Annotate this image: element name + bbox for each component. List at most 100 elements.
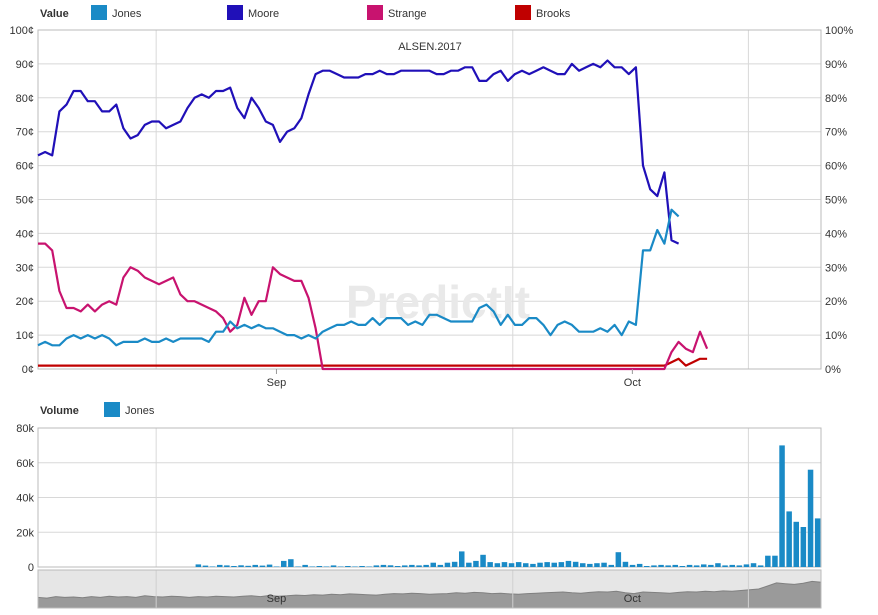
volume-bar [352, 566, 358, 567]
value-legend-swatch [367, 5, 383, 20]
value-y-tick-right: 50% [825, 195, 847, 207]
volume-bar [722, 565, 728, 567]
volume-bar [594, 563, 600, 567]
value-y-tick-right: 80% [825, 93, 847, 105]
navigator-month-label: Oct [624, 593, 641, 605]
volume-bar [750, 563, 757, 567]
volume-bar [651, 565, 657, 567]
volume-bar [416, 565, 422, 567]
volume-bar [558, 562, 565, 567]
volume-bar [273, 566, 280, 567]
volume-bar [736, 565, 743, 567]
volume-bar [409, 564, 415, 567]
volume-bar [636, 563, 643, 567]
volume-bar [316, 566, 323, 567]
volume-bar [779, 445, 785, 567]
volume-bars [195, 445, 821, 567]
volume-bar [202, 565, 209, 567]
volume-bar [701, 564, 707, 567]
series-line-strange [38, 242, 709, 371]
value-y-tick-left: 50¢ [16, 195, 34, 207]
volume-bar [345, 566, 351, 567]
volume-legend-swatch [104, 402, 120, 417]
value-series [37, 59, 709, 371]
volume-bar [772, 555, 778, 567]
volume-bar [551, 562, 557, 567]
volume-bar [665, 565, 671, 567]
volume-y-tick: 40k [16, 493, 34, 505]
value-legend-swatch [227, 5, 243, 20]
volume-bar [281, 560, 287, 567]
value-y-tick-right: 20% [825, 296, 847, 308]
volume-bar [487, 562, 493, 567]
navigator-volume-area [37, 580, 822, 609]
volume-bar [480, 554, 486, 567]
volume-bar [302, 564, 308, 567]
volume-bar [693, 565, 700, 567]
value-legend-label: Brooks [536, 8, 571, 20]
volume-bar [195, 564, 202, 567]
volume-bar [494, 563, 501, 567]
volume-bar [644, 566, 650, 567]
volume-bar [501, 562, 508, 567]
volume-bar [708, 564, 714, 567]
value-y-tick-left: 0¢ [22, 364, 34, 376]
volume-bar [658, 564, 664, 567]
value-x-tick-label: Oct [624, 377, 641, 389]
volume-y-tick: 60k [16, 458, 34, 470]
volume-bar [459, 551, 465, 567]
volume-bar [238, 565, 244, 567]
volume-bar [309, 566, 315, 567]
value-y-tick-right: 40% [825, 228, 847, 240]
volume-axes: 0 20k 40k 60k 80k [16, 423, 34, 574]
value-legend: Jones Moore Strange Brooks [91, 5, 571, 20]
volume-y-tick: 20k [16, 527, 34, 539]
volume-bar [537, 562, 543, 567]
navigator[interactable]: Sep Oct [37, 569, 822, 609]
value-axes: 0¢ 0% 10¢ 10% 20¢ 20% 30¢ 30% 40¢ 40% 50¢ 50% 60¢ 60%… [10, 25, 854, 389]
value-y-tick-left: 40¢ [16, 228, 34, 240]
volume-bar [259, 565, 266, 567]
volume-bar [800, 527, 807, 567]
volume-bar [765, 555, 771, 567]
volume-bar [366, 566, 372, 567]
value-y-tick-left: 10¢ [16, 330, 34, 342]
value-y-tick-right: 90% [825, 59, 847, 71]
volume-bar [402, 565, 408, 567]
volume-bar [437, 564, 444, 567]
value-y-tick-left: 70¢ [16, 127, 34, 139]
watermark-text: PredictIt [346, 276, 530, 328]
volume-bar [814, 518, 821, 567]
volume-bar [715, 563, 721, 567]
volume-bar [508, 563, 515, 567]
volume-legend-title: Volume [40, 405, 79, 417]
volume-bar [451, 561, 458, 567]
volume-bar [807, 469, 814, 567]
volume-bar [359, 566, 365, 567]
volume-bar [373, 565, 380, 567]
value-y-tick-right: 30% [825, 262, 847, 274]
volume-y-tick: 0 [28, 562, 34, 574]
volume-bar [523, 563, 529, 567]
volume-bar [266, 564, 273, 567]
volume-bar [394, 566, 401, 567]
value-y-tick-right: 100% [825, 25, 853, 37]
volume-bar [330, 565, 337, 567]
volume-bar [295, 566, 301, 567]
value-y-tick-left: 80¢ [16, 93, 34, 105]
volume-grid [37, 427, 822, 568]
volume-bar [380, 564, 387, 567]
volume-bar [580, 563, 586, 567]
volume-bar [338, 566, 344, 567]
volume-bar [757, 565, 764, 567]
volume-bar [743, 564, 750, 567]
volume-bar [252, 564, 258, 567]
volume-bar [679, 566, 686, 567]
navigator-border [37, 569, 822, 609]
value-y-tick-left: 100¢ [10, 25, 34, 37]
volume-bar [530, 563, 536, 567]
volume-bar [288, 559, 294, 567]
volume-bar [615, 552, 622, 567]
